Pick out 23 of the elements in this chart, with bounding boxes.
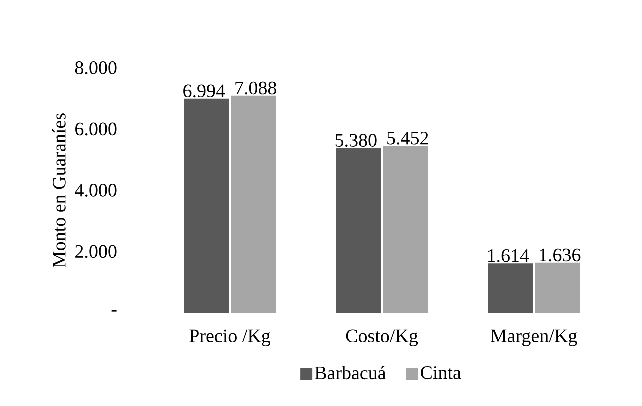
y-tick-label: - <box>112 310 117 312</box>
bar <box>535 262 580 313</box>
y-axis-title: Monto en Guaraníes <box>52 114 66 268</box>
bar <box>488 264 534 313</box>
data-label: 5.452 <box>388 132 428 145</box>
bar <box>231 96 276 313</box>
legend-label: Cinta <box>421 366 462 380</box>
data-label: 1.614 <box>488 250 530 262</box>
data-label: 5.380 <box>336 134 377 148</box>
bar <box>184 98 229 313</box>
legend-label: Barbacuá <box>315 366 386 380</box>
x-tick-label: Margen/Kg <box>490 330 578 346</box>
x-tick-label: Costo/Kg <box>346 330 418 346</box>
data-label: 7.088 <box>236 82 277 95</box>
y-tick-label: 4.000 <box>75 184 117 197</box>
data-label: 1.636 <box>540 248 581 262</box>
bar <box>383 146 428 313</box>
data-label: 6.994 <box>184 84 226 98</box>
y-tick-label: 8.000 <box>75 62 117 74</box>
y-tick-label: 6.000 <box>76 122 117 136</box>
x-tick-label: Precio /Kg <box>190 330 271 346</box>
y-tick-label: 2.000 <box>76 245 117 258</box>
bar <box>336 148 382 313</box>
